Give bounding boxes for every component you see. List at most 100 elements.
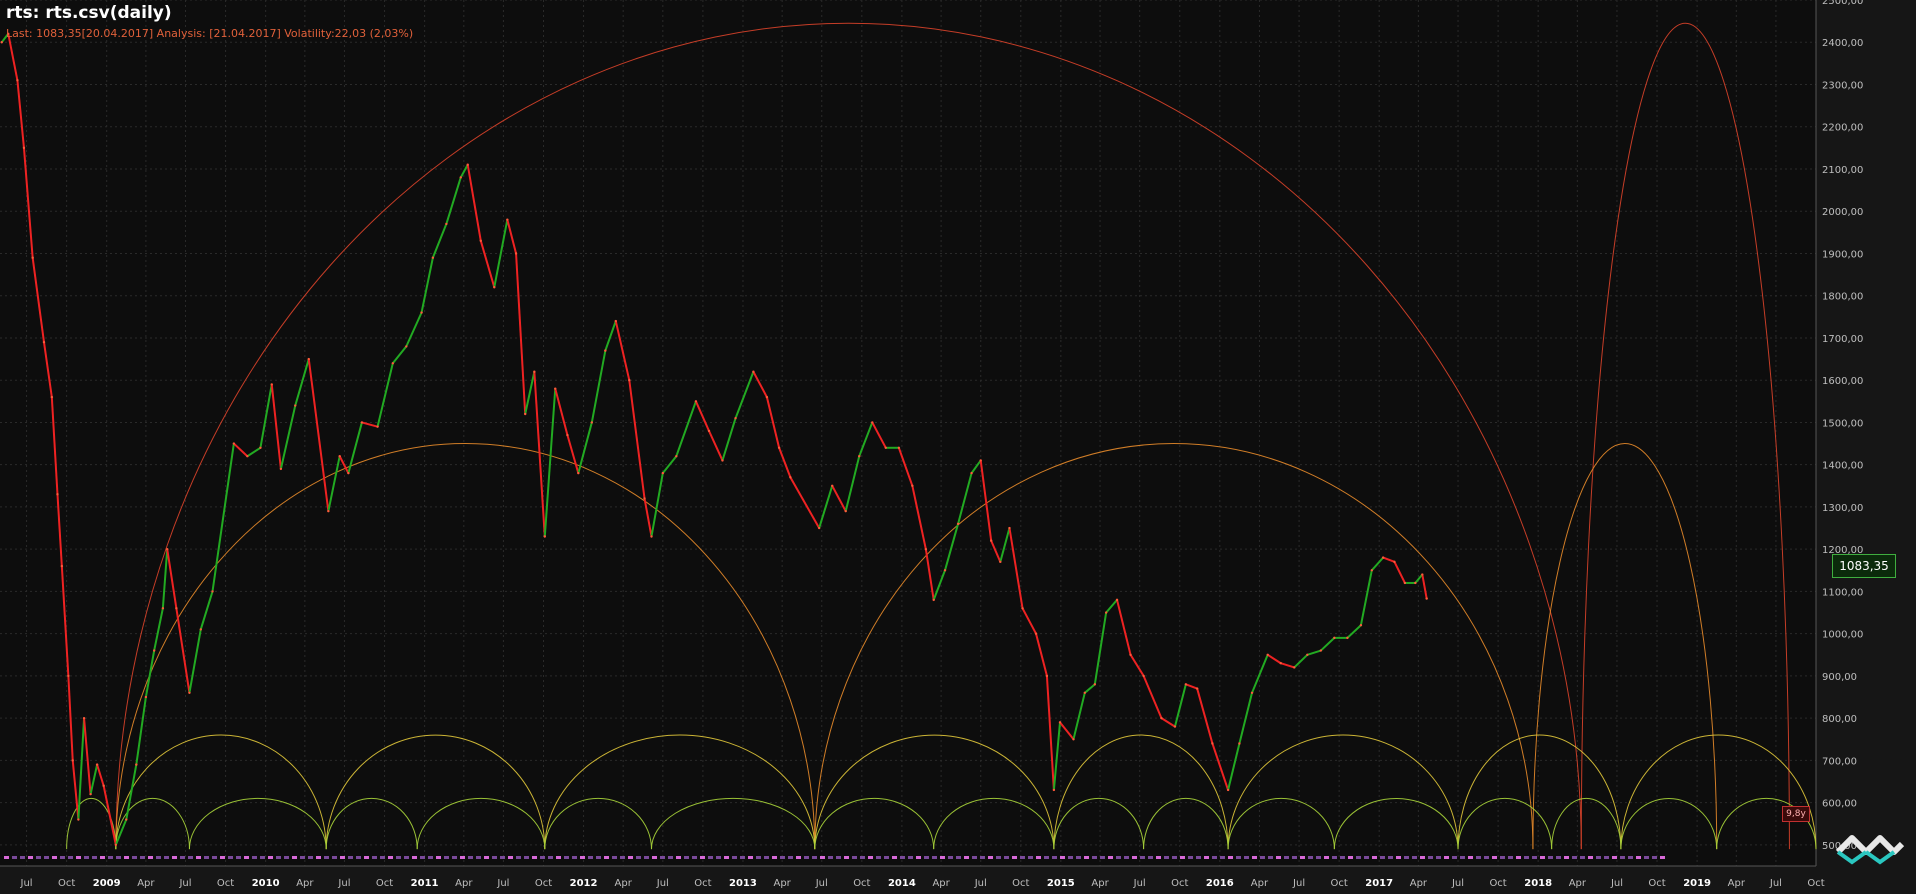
price-point <box>1093 683 1097 686</box>
price-segment <box>789 476 821 529</box>
price-segment <box>1320 637 1336 652</box>
cycle-arc-small <box>814 734 1055 850</box>
price-point <box>514 252 518 255</box>
x-tick-label: Jul <box>656 878 669 889</box>
x-tick-label: Jul <box>1451 878 1464 889</box>
price-point <box>135 763 138 766</box>
y-tick-label: 2000,00 <box>1822 207 1863 218</box>
signal-bar <box>532 856 537 859</box>
signal-bar <box>540 856 545 859</box>
signal-bar <box>1068 856 1073 859</box>
signal-bar <box>796 856 801 859</box>
x-tick-label: Jul <box>815 878 828 889</box>
x-tick-label: Oct <box>694 878 711 889</box>
price-segment <box>604 320 617 351</box>
price-segment <box>102 785 117 846</box>
price-segment <box>506 219 518 254</box>
y-tick-label: 2500,00 <box>1822 0 1863 7</box>
signal-bar <box>484 856 489 859</box>
signal-bar <box>508 856 513 859</box>
signal-bar <box>1484 856 1489 859</box>
y-tick-label: 1800,00 <box>1822 292 1863 303</box>
signal-bar <box>1060 856 1065 859</box>
signal-bar <box>700 856 705 859</box>
signal-bar <box>684 856 689 859</box>
signal-bar <box>372 856 377 859</box>
signal-bar <box>396 856 401 859</box>
price-segment <box>1173 684 1187 727</box>
price-segment <box>844 455 861 512</box>
price-point <box>246 455 249 458</box>
signal-bar <box>236 856 241 859</box>
signal-bar <box>1020 856 1025 859</box>
signal-bar <box>692 856 697 859</box>
x-tick-label: 2019 <box>1683 878 1711 889</box>
signal-bar <box>1460 856 1465 859</box>
price-segment <box>294 358 310 406</box>
price-point <box>144 695 148 699</box>
signal-bar <box>1316 856 1321 859</box>
signal-bar <box>1212 856 1217 859</box>
signal-bar <box>276 856 281 859</box>
price-segment <box>1359 570 1373 626</box>
signal-bar <box>1324 856 1329 859</box>
price-point <box>16 79 19 82</box>
price-segment <box>77 718 86 820</box>
signal-bar <box>20 856 25 859</box>
signal-bar <box>1196 856 1201 859</box>
signal-bar <box>1100 856 1105 859</box>
price-segment <box>445 177 462 225</box>
signal-bar <box>1644 856 1649 859</box>
signal-bar <box>1524 856 1529 859</box>
signal-bar <box>828 856 833 859</box>
price-point <box>493 286 496 289</box>
signal-bar <box>60 856 65 859</box>
price-point <box>566 433 569 437</box>
signal-bar <box>868 856 873 859</box>
price-segment <box>1414 573 1424 584</box>
price-segment <box>1421 574 1428 599</box>
price-point <box>911 484 914 488</box>
price-point <box>543 535 546 538</box>
signal-bar <box>220 856 225 859</box>
price-point <box>577 471 580 475</box>
price-segment <box>16 80 25 148</box>
signal-bar <box>1412 856 1417 859</box>
price-segment <box>1093 612 1108 685</box>
x-tick-label: 2014 <box>888 878 916 889</box>
price-point <box>650 535 653 538</box>
price-segment <box>96 764 105 787</box>
signal-bar <box>988 856 993 859</box>
price-point <box>884 446 887 449</box>
price-segment <box>566 434 580 474</box>
signal-bar <box>116 856 121 859</box>
price-point <box>1129 653 1132 656</box>
signal-bar <box>1124 856 1129 859</box>
signal-bar <box>556 856 561 859</box>
x-tick-label: 2010 <box>252 878 280 889</box>
price-point <box>77 818 80 821</box>
price-point <box>721 459 724 462</box>
cycle-arc-smallest <box>814 798 935 850</box>
x-tick-label: Oct <box>535 878 552 889</box>
price-segment <box>279 405 297 470</box>
price-segment <box>56 494 63 567</box>
signal-bar <box>1332 856 1337 859</box>
price-segment <box>246 446 261 458</box>
signal-bar <box>404 856 409 859</box>
x-tick-label: Oct <box>1330 878 1347 889</box>
x-tick-label: Oct <box>1012 878 1029 889</box>
signal-bar <box>1084 856 1089 859</box>
cycle-arc-small <box>115 734 327 850</box>
price-point <box>1319 649 1323 652</box>
signal-bar <box>1108 856 1113 859</box>
signal-bar <box>772 856 777 859</box>
price-segment <box>924 549 935 601</box>
price-segment <box>628 380 646 499</box>
price-segment <box>1382 556 1395 563</box>
price-point <box>752 370 755 373</box>
signal-bar <box>1188 856 1193 859</box>
price-segment <box>153 608 164 651</box>
signal-bar <box>1284 856 1289 859</box>
signal-bar <box>268 856 273 859</box>
